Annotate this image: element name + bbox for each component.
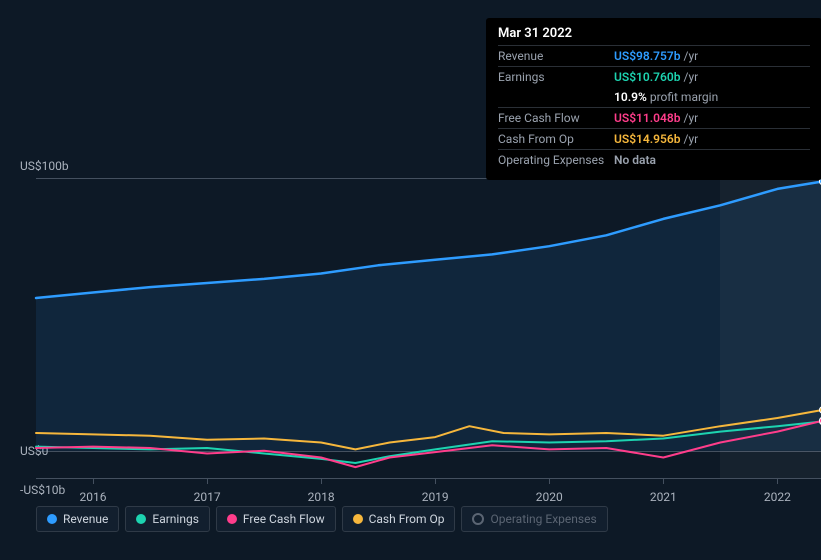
legend-label: Operating Expenses xyxy=(490,512,596,526)
tooltip-row-value: US$10.760b xyxy=(614,70,681,84)
legend-swatch-icon xyxy=(227,514,237,524)
chart-legend: Revenue Earnings Free Cash Flow Cash From O… xyxy=(36,506,608,532)
financials-chart: US$100bUS$0-US$10b 201620172018201920202… xyxy=(18,0,805,546)
tooltip-row-value: US$98.757b xyxy=(614,49,681,63)
legend-item-earnings[interactable]: Earnings xyxy=(125,506,210,532)
tooltip-row-unit: profit margin xyxy=(650,90,718,104)
legend-label: Earnings xyxy=(152,512,199,526)
series-area-revenue xyxy=(36,181,821,450)
legend-swatch-icon xyxy=(47,514,57,524)
tooltip-row-label: Earnings xyxy=(498,70,614,84)
tooltip-row-value: US$14.956b xyxy=(614,132,681,146)
tooltip-row: Operating ExpensesNo data xyxy=(498,149,810,170)
chart-tooltip: Mar 31 2022 RevenueUS$98.757b /yrEarning… xyxy=(486,18,821,180)
tooltip-row: RevenueUS$98.757b /yr xyxy=(498,45,810,66)
legend-swatch-icon xyxy=(353,514,363,524)
tooltip-row: Cash From OpUS$14.956b /yr xyxy=(498,128,810,149)
legend-item-fcf[interactable]: Free Cash Flow xyxy=(216,506,336,532)
legend-item-opex[interactable]: Operating Expenses xyxy=(461,506,607,532)
legend-label: Cash From Op xyxy=(369,512,445,526)
tooltip-date: Mar 31 2022 xyxy=(498,26,810,45)
tooltip-row-unit: /yr xyxy=(684,49,699,63)
legend-item-revenue[interactable]: Revenue xyxy=(36,506,119,532)
tooltip-row: 10.9% profit margin xyxy=(498,87,810,107)
legend-item-cfo[interactable]: Cash From Op xyxy=(342,506,456,532)
tooltip-row-unit: /yr xyxy=(684,70,699,84)
tooltip-row-value: No data xyxy=(614,153,656,167)
tooltip-row-value: 10.9% xyxy=(614,90,647,104)
tooltip-row-unit: /yr xyxy=(684,132,699,146)
legend-swatch-icon xyxy=(136,514,146,524)
tooltip-row: Free Cash FlowUS$11.048b /yr xyxy=(498,107,810,128)
legend-label: Free Cash Flow xyxy=(243,512,325,526)
tooltip-row: EarningsUS$10.760b /yr xyxy=(498,66,810,87)
tooltip-row-label xyxy=(498,90,614,104)
legend-swatch-icon xyxy=(472,513,484,525)
tooltip-row-label: Cash From Op xyxy=(498,132,614,146)
tooltip-row-label: Revenue xyxy=(498,49,614,63)
tooltip-row-label: Free Cash Flow xyxy=(498,111,614,125)
legend-label: Revenue xyxy=(63,512,108,526)
tooltip-row-unit: /yr xyxy=(684,111,699,125)
tooltip-row-value: US$11.048b xyxy=(614,111,681,125)
tooltip-row-label: Operating Expenses xyxy=(498,153,614,167)
